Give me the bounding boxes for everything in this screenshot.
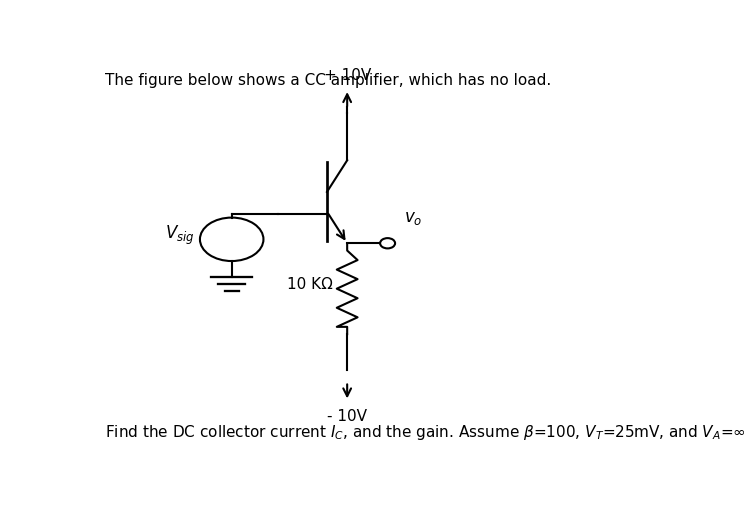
Text: + 10V: + 10V (323, 68, 371, 83)
Text: Find the DC collector current $I_C$, and the gain. Assume $\beta$=100, $V_T$=25m: Find the DC collector current $I_C$, and… (104, 423, 745, 442)
Text: $v_o$: $v_o$ (404, 209, 422, 227)
Text: $V_{sig}$: $V_{sig}$ (165, 224, 194, 247)
Text: 10 KΩ: 10 KΩ (287, 277, 333, 292)
Text: - 10V: - 10V (327, 409, 367, 424)
Text: The figure below shows a CC amplifier, which has no load.: The figure below shows a CC amplifier, w… (104, 73, 551, 88)
